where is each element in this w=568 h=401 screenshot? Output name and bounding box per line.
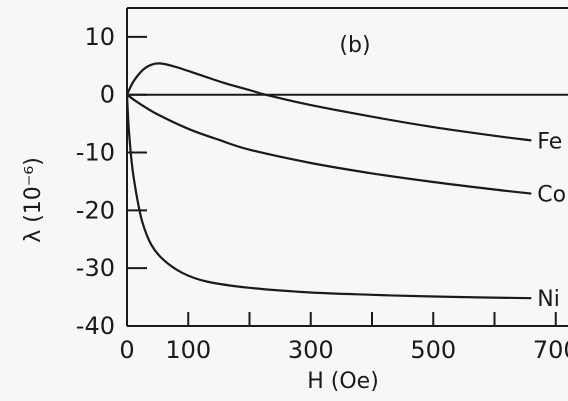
x-tick-label: 300 xyxy=(288,336,334,364)
y-tick-label: 10 xyxy=(84,23,115,51)
curves xyxy=(125,62,532,300)
series-co-line xyxy=(126,93,532,195)
x-tick-label: 500 xyxy=(410,336,456,364)
panel-label: (b) xyxy=(339,33,370,58)
y-axis-title: λ (10⁻⁶) xyxy=(21,157,46,243)
y-tick-label: 0 xyxy=(100,81,115,109)
x-tick-label: 700 xyxy=(533,336,568,364)
series-ni-line xyxy=(125,94,532,300)
labels: 100-10-20-30-400100300500700FeCoNi xyxy=(76,23,568,364)
y-tick-label: -30 xyxy=(76,254,115,282)
x-tick-label: 100 xyxy=(165,336,211,364)
x-axis-title: H (Oe) xyxy=(307,369,379,394)
series-ni-label: Ni xyxy=(537,287,560,312)
y-tick-label: -20 xyxy=(76,196,115,224)
series-fe-line xyxy=(126,62,532,142)
series-co-label: Co xyxy=(537,183,566,208)
axes xyxy=(126,7,568,327)
x-tick-label: 0 xyxy=(119,336,134,364)
y-tick-label: -10 xyxy=(76,139,115,167)
series-fe-label: Fe xyxy=(537,129,562,154)
y-tick-label: -40 xyxy=(76,312,115,340)
